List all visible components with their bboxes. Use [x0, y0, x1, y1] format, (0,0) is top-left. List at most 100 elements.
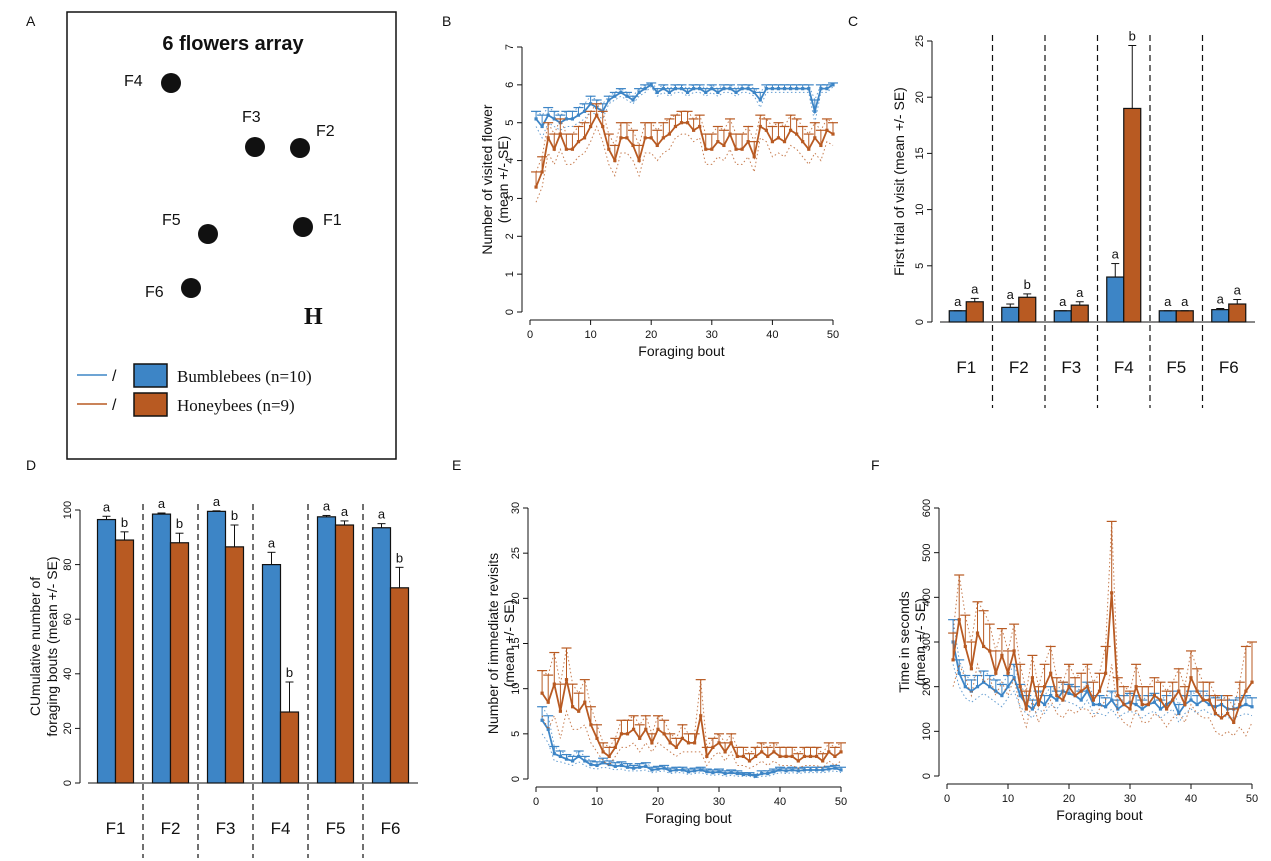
- panel-e-point-honeybee: [540, 691, 544, 695]
- panel-b-point-honeybee: [752, 155, 756, 159]
- panel-d-sig-letter-honeybee: a: [341, 504, 349, 519]
- panel-b-point-bumblebee: [673, 87, 678, 91]
- panel-f-point-honeybee: [1189, 676, 1193, 680]
- panel-e-x-tick-label: 30: [713, 796, 725, 808]
- panel-d-bar-bumblebee: [316, 516, 337, 784]
- panel-e-point-bumblebee: [784, 769, 788, 773]
- panel-label-f: F: [871, 457, 880, 473]
- panel-b-point-bumblebee: [619, 90, 623, 95]
- panel-f-x-tick-label: 30: [1124, 793, 1136, 805]
- panel-f-y-tick-label: 400: [921, 588, 933, 606]
- panel-f-point-honeybee: [1213, 711, 1217, 716]
- panel-b-point-honeybee: [631, 143, 635, 148]
- panel-e-x-tick-label: 20: [652, 796, 664, 808]
- legend-bumblebee-sep: /: [112, 368, 117, 385]
- panel-b-point-bumblebee: [795, 87, 799, 91]
- panel-f-point-bumblebee: [1018, 694, 1022, 698]
- panel-f-point-bumblebee: [1012, 676, 1016, 680]
- panel-c-y-tick-label: 15: [914, 147, 926, 159]
- panel-b-point-bumblebee: [801, 87, 805, 91]
- panel-e-point-honeybee: [644, 727, 648, 731]
- panel-b-point-honeybee: [649, 136, 653, 140]
- panel-d-sig-letter-bumblebee: a: [158, 496, 166, 511]
- panel-e-point-bumblebee: [729, 771, 733, 775]
- panel-b-point-bumblebee: [564, 117, 568, 121]
- panel-c-category-label: F3: [1061, 358, 1081, 377]
- panel-e-point-bumblebee: [540, 718, 544, 722]
- panel-b-point-bumblebee: [764, 87, 768, 91]
- panel-b-point-bumblebee: [655, 90, 659, 95]
- panel-d-bar-bumblebee: [371, 527, 392, 784]
- panel-d-y-tick-label: 0: [62, 780, 74, 786]
- panel-d-sig-letter-honeybee: b: [396, 550, 403, 565]
- panel-b-point-honeybee: [673, 124, 678, 129]
- panel-f-point-honeybee: [1073, 694, 1077, 698]
- panel-e-point-honeybee: [662, 732, 666, 736]
- panel-e-mean-line-honeybee: [541, 679, 842, 763]
- panel-e-point-honeybee: [790, 754, 794, 759]
- panel-d-chart: 0 20 40 60 80 100 CUmulative number of foraging…: [27, 494, 418, 858]
- panel-f-point-honeybee: [1006, 671, 1010, 675]
- panel-b-point-bumblebee: [692, 87, 696, 91]
- panel-label-d: D: [26, 457, 36, 473]
- panel-f-point-bumblebee: [1091, 702, 1095, 707]
- panel-e-y-axis-title: Number of immediate revisits: [485, 553, 501, 734]
- panel-b-x-axis-title: Foraging bout: [638, 343, 725, 359]
- panel-f-point-honeybee: [1195, 689, 1199, 693]
- panel-b-point-bumblebee: [643, 87, 647, 91]
- legend-bumblebee-swatch: [133, 363, 168, 388]
- panel-e-point-honeybee: [760, 750, 764, 754]
- panel-e-point-bumblebee: [766, 771, 770, 776]
- panel-e-point-honeybee: [595, 736, 599, 740]
- panel-label-c: C: [848, 13, 858, 29]
- panel-f-point-bumblebee: [1195, 702, 1199, 707]
- panel-f-point-honeybee: [1110, 591, 1114, 595]
- panel-f-point-honeybee: [1024, 707, 1028, 711]
- panel-b-point-bumblebee: [831, 83, 835, 87]
- panel-b-point-honeybee: [589, 124, 593, 129]
- panel-e-series-bumblebee: [537, 706, 846, 779]
- panel-f-point-honeybee: [1238, 702, 1242, 707]
- panel-e-point-honeybee: [552, 682, 556, 686]
- panel-c-y-tick-label: 5: [914, 263, 926, 269]
- panel-b-point-honeybee: [619, 136, 623, 140]
- flower-f3-label: F3: [242, 109, 261, 126]
- panel-c-sig-letter-bumblebee: a: [1164, 294, 1172, 309]
- panel-c-bar-honeybee: [965, 301, 984, 323]
- panel-e-point-honeybee: [735, 754, 739, 759]
- panel-b-point-bumblebee: [722, 87, 726, 91]
- panel-d-sig-letter-honeybee: b: [176, 516, 183, 531]
- panel-b-point-honeybee: [831, 132, 835, 136]
- panel-e-point-honeybee: [613, 745, 617, 749]
- panel-f-point-honeybee: [1104, 671, 1108, 675]
- panel-f-point-honeybee: [1183, 702, 1187, 707]
- flower-f3-dot: [245, 137, 265, 157]
- panel-f-x-axis-title: Foraging bout: [1056, 807, 1143, 823]
- panel-f-point-honeybee: [1018, 685, 1022, 689]
- panel-e-point-bumblebee: [735, 771, 739, 776]
- panel-f-point-honeybee: [1097, 689, 1102, 693]
- panel-b-point-honeybee: [788, 128, 793, 132]
- panel-e-point-honeybee: [723, 750, 727, 754]
- panel-e-point-honeybee: [772, 750, 776, 754]
- panel-f-point-bumblebee: [957, 671, 961, 675]
- panel-e-point-bumblebee: [589, 762, 593, 767]
- panel-d-sig-letter-bumblebee: a: [268, 535, 276, 550]
- panel-e-y-tick-label: 25: [510, 547, 522, 559]
- panel-e-point-bumblebee: [680, 768, 684, 772]
- panel-c-y-tick-label: 10: [914, 203, 926, 215]
- panel-e-point-bumblebee: [711, 771, 715, 775]
- panel-e-point-bumblebee: [699, 768, 703, 772]
- panel-e-point-bumblebee: [686, 770, 691, 774]
- panel-c-sig-letter-bumblebee: a: [954, 294, 962, 309]
- panel-b-y-axis-subtitle: (mean +/- SE): [495, 136, 511, 224]
- panel-e-y-tick-label: 20: [510, 592, 522, 604]
- panel-e-point-bumblebee: [613, 764, 617, 768]
- panel-e-point-bumblebee: [571, 759, 575, 763]
- panel-b-y-tick-label: 0: [504, 309, 516, 315]
- panel-e-point-bumblebee: [717, 770, 721, 774]
- panel-f-point-honeybee: [1000, 653, 1004, 657]
- panel-b-y-tick-label: 4: [504, 158, 516, 164]
- panel-e-point-bumblebee: [796, 769, 800, 773]
- panel-b-point-bumblebee: [576, 113, 581, 117]
